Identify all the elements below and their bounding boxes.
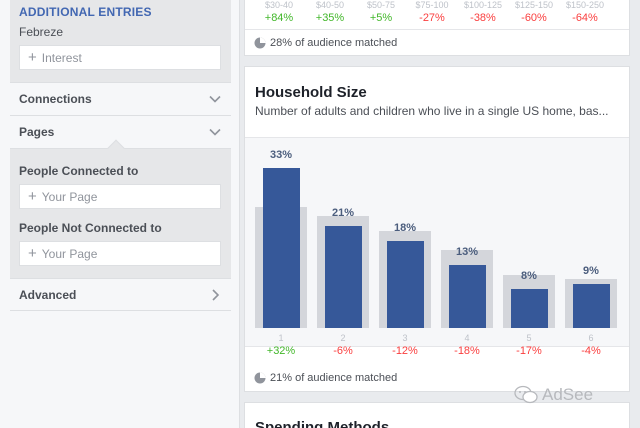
people-connected-placeholder: Your Page: [41, 189, 98, 204]
x-tick-label: 3: [402, 333, 408, 343]
x-tick-label: 6: [588, 333, 594, 343]
household-size-chart: 33% 1 +32% 21% 2 -6% 18% 3 -12% 13% 4 -18% 8% 5 -17% 9%…: [245, 137, 629, 357]
connections-label: Connections: [19, 92, 92, 106]
income-card: $30-40 +84% $40-50 +35% $50-75 +5% $75-100 -27%…: [244, 0, 630, 56]
audience-bar[interactable]: [448, 264, 486, 328]
income-delta: +35%: [315, 12, 345, 24]
delta-label: +32%: [266, 345, 296, 357]
income-delta: -64%: [572, 12, 598, 24]
advanced-header[interactable]: Advanced: [10, 278, 231, 311]
pie-chart-icon: [254, 37, 266, 49]
x-tick-label: 2: [340, 333, 346, 343]
audience-bar[interactable]: [510, 289, 548, 328]
chevron-right-icon: [212, 289, 220, 301]
plus-icon: +: [28, 245, 37, 262]
people-connected-label: People Connected to: [19, 164, 139, 178]
audience-bar[interactable]: [324, 226, 362, 328]
x-tick-label: 5: [526, 333, 532, 343]
pie-chart-icon: [254, 372, 266, 384]
bar-value-label: 13%: [455, 245, 479, 258]
audience-bar[interactable]: [572, 284, 610, 328]
divider: [245, 29, 629, 30]
connections-header[interactable]: Connections: [10, 82, 231, 115]
income-delta: -60%: [521, 12, 547, 24]
household-size-card: Household Size Number of adults and chil…: [244, 66, 630, 392]
spending-methods-title: Spending Methods: [255, 419, 390, 428]
chat-bubble-icon: [514, 385, 538, 404]
advanced-label: Advanced: [19, 287, 77, 302]
bar-value-label: 9%: [583, 265, 599, 278]
income-delta: +5%: [369, 12, 393, 24]
people-connected-input[interactable]: + Your Page: [19, 184, 221, 209]
income-delta: -38%: [470, 12, 496, 24]
income-range-label: $100-125: [463, 0, 503, 10]
targeting-sidebar: ADDITIONAL ENTRIES Febreze + Interest Co…: [0, 0, 240, 428]
watermark-text: AdSee: [542, 385, 594, 404]
bar-value-label: 8%: [521, 270, 537, 283]
x-tick-label: 4: [464, 333, 470, 343]
income-delta: -27%: [419, 12, 445, 24]
income-range-label: $125-150: [514, 0, 554, 10]
additional-entries-title: ADDITIONAL ENTRIES: [19, 5, 152, 19]
bar-value-label: 18%: [393, 221, 417, 234]
delta-label: -4%: [581, 345, 601, 357]
household-size-title: Household Size: [255, 84, 367, 101]
income-range-label: $150-250: [565, 0, 605, 10]
income-matched-text: 28% of audience matched: [270, 37, 398, 49]
additional-entry-febreze: Febreze: [19, 25, 64, 39]
people-not-connected-input[interactable]: + Your Page: [19, 241, 221, 266]
delta-label: -6%: [333, 345, 353, 357]
spending-methods-card: Spending Methods: [244, 402, 630, 428]
bar-value-label: 33%: [269, 148, 293, 161]
income-columns: $30-40 +84% $40-50 +35% $50-75 +5% $75-100 -27%…: [245, 0, 629, 29]
plus-icon: +: [28, 49, 37, 66]
income-delta: +84%: [264, 12, 294, 24]
income-range-label: $50-75: [366, 0, 396, 10]
interest-input[interactable]: + Interest: [19, 45, 221, 70]
income-range-label: $30-40: [264, 0, 294, 10]
delta-label: -18%: [454, 345, 480, 357]
household-matched-text: 21% of audience matched: [270, 372, 398, 384]
chevron-down-icon: [209, 128, 221, 136]
additional-entries-section: ADDITIONAL ENTRIES Febreze + Interest: [10, 0, 231, 82]
household-size-description: Number of adults and children who live i…: [255, 104, 609, 118]
household-matched: 21% of audience matched: [254, 372, 397, 384]
chevron-down-icon: [209, 95, 221, 103]
delta-label: -12%: [392, 345, 418, 357]
income-range-label: $40-50: [315, 0, 345, 10]
pages-section: People Connected to + Your Page People N…: [10, 148, 231, 278]
audience-bar[interactable]: [386, 240, 424, 328]
pages-header[interactable]: Pages: [10, 115, 231, 148]
delta-label: -17%: [516, 345, 542, 357]
people-not-connected-placeholder: Your Page: [41, 246, 98, 261]
interest-placeholder: Interest: [41, 50, 82, 65]
income-range-label: $75-100: [415, 0, 449, 10]
plus-icon: +: [28, 188, 37, 205]
income-matched: 28% of audience matched: [254, 37, 397, 49]
x-tick-label: 1: [278, 333, 284, 343]
audience-bar[interactable]: [262, 167, 300, 328]
people-not-connected-label: People Not Connected to: [19, 221, 162, 235]
bar-value-label: 21%: [331, 207, 355, 219]
pages-label: Pages: [19, 125, 55, 139]
watermark: AdSee: [514, 385, 593, 405]
